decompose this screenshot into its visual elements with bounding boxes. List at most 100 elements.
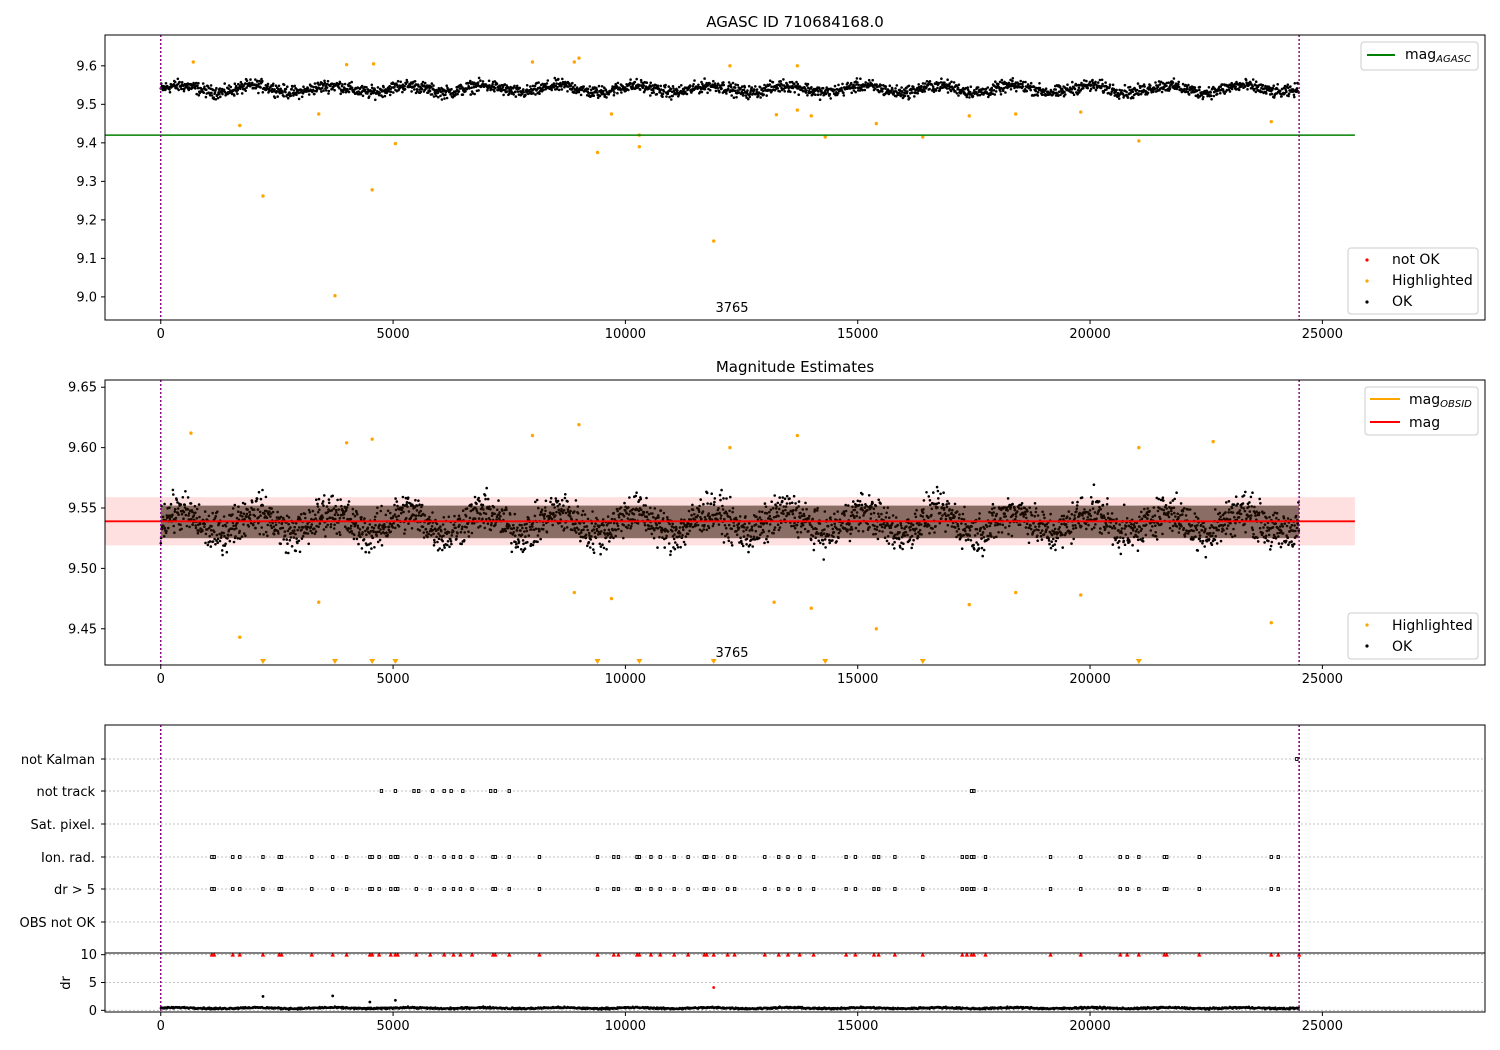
ok-point bbox=[833, 88, 836, 92]
ok-point bbox=[999, 90, 1002, 93]
ok-point bbox=[981, 554, 984, 558]
ok-point bbox=[522, 88, 525, 91]
highlighted-point bbox=[393, 141, 398, 146]
highlighted-point bbox=[530, 60, 535, 64]
ok-point bbox=[173, 80, 177, 84]
ok-point bbox=[685, 92, 689, 96]
ok-point bbox=[293, 84, 297, 88]
ok-point bbox=[446, 540, 450, 543]
ok-point bbox=[1090, 83, 1093, 87]
panel-1-title: AGASC ID 710684168.0 bbox=[706, 13, 884, 31]
ok-point bbox=[931, 85, 935, 88]
ok-point bbox=[224, 542, 227, 546]
ok-point bbox=[912, 538, 915, 542]
ok-point bbox=[927, 495, 931, 498]
ok-point bbox=[1254, 80, 1258, 83]
ok-point bbox=[515, 543, 518, 546]
y-tick-label: 9.3 bbox=[76, 175, 97, 190]
ok-point bbox=[258, 79, 262, 83]
ok-point bbox=[655, 92, 659, 96]
ok-point bbox=[208, 540, 212, 543]
ok-point bbox=[901, 91, 904, 94]
ok-point bbox=[378, 538, 382, 542]
ok-point bbox=[481, 80, 485, 83]
ok-point bbox=[307, 93, 311, 96]
ok-point bbox=[362, 538, 366, 541]
ok-point bbox=[239, 87, 242, 90]
ok-point bbox=[773, 494, 776, 497]
ok-point bbox=[939, 492, 942, 496]
ok-point bbox=[641, 86, 645, 89]
ok-point bbox=[209, 545, 213, 548]
ok-point bbox=[1098, 78, 1102, 82]
ok-point bbox=[965, 95, 969, 99]
ok-point bbox=[841, 82, 844, 86]
ok-point bbox=[518, 86, 522, 90]
ok-point bbox=[450, 87, 453, 91]
ok-point bbox=[1094, 88, 1098, 92]
ok-point bbox=[197, 503, 201, 506]
ok-point bbox=[506, 90, 509, 93]
ok-point bbox=[957, 94, 960, 97]
ok-point bbox=[945, 83, 948, 86]
ok-point bbox=[797, 93, 800, 96]
ok-point bbox=[860, 85, 863, 89]
ok-point bbox=[749, 90, 752, 94]
ok-point bbox=[659, 91, 662, 94]
ok-point bbox=[908, 538, 912, 542]
ok-point bbox=[879, 502, 882, 505]
panel-1-axes: 0 5000 10000 15000 20000 250009.09.19.29.39.4… bbox=[76, 59, 1343, 342]
ok-point bbox=[433, 538, 436, 542]
ok-point bbox=[168, 88, 171, 91]
ok-point bbox=[296, 541, 299, 545]
ok-point bbox=[634, 494, 638, 498]
ok-point bbox=[176, 77, 180, 81]
ok-point bbox=[393, 85, 396, 88]
ok-point bbox=[573, 84, 577, 87]
ok-point bbox=[928, 80, 932, 83]
ok-point bbox=[691, 85, 694, 88]
ok-point bbox=[819, 93, 822, 96]
ok-point bbox=[272, 82, 275, 86]
ok-point bbox=[927, 82, 930, 86]
ok-point bbox=[374, 98, 377, 102]
ok-point bbox=[1101, 82, 1104, 86]
ok-point bbox=[519, 548, 523, 551]
ok-point bbox=[221, 92, 224, 96]
ok-point bbox=[321, 86, 324, 90]
ok-point bbox=[468, 87, 471, 90]
ok-point bbox=[1138, 89, 1141, 93]
ok-point bbox=[464, 89, 467, 93]
ok-point bbox=[998, 80, 1002, 84]
ok-point bbox=[437, 95, 440, 99]
ok-point bbox=[732, 96, 736, 99]
ok-point bbox=[601, 543, 604, 546]
ok-point bbox=[470, 503, 473, 506]
ok-point bbox=[923, 90, 927, 93]
ok-point bbox=[672, 87, 675, 90]
ok-point bbox=[659, 84, 663, 88]
ok-point bbox=[441, 548, 444, 552]
ok-point bbox=[861, 492, 864, 496]
ok-point bbox=[742, 88, 746, 92]
ok-point bbox=[339, 92, 343, 96]
legend-notok-marker bbox=[1365, 258, 1369, 262]
ok-point bbox=[635, 77, 638, 81]
ok-point bbox=[1072, 93, 1076, 97]
ok-point bbox=[318, 83, 322, 86]
ok-point bbox=[342, 90, 345, 94]
ok-point bbox=[589, 88, 593, 92]
ok-point bbox=[363, 88, 367, 92]
ok-point bbox=[1125, 90, 1128, 94]
ok-point bbox=[946, 91, 950, 94]
ok-point bbox=[1104, 81, 1107, 84]
ok-point bbox=[264, 495, 268, 499]
ok-point bbox=[526, 540, 529, 544]
ok-point bbox=[942, 491, 945, 495]
ok-point bbox=[829, 97, 832, 100]
ok-point bbox=[747, 84, 751, 88]
ok-point bbox=[789, 90, 792, 94]
ok-point bbox=[793, 91, 796, 94]
ok-point bbox=[736, 83, 740, 87]
ok-point bbox=[703, 77, 706, 80]
